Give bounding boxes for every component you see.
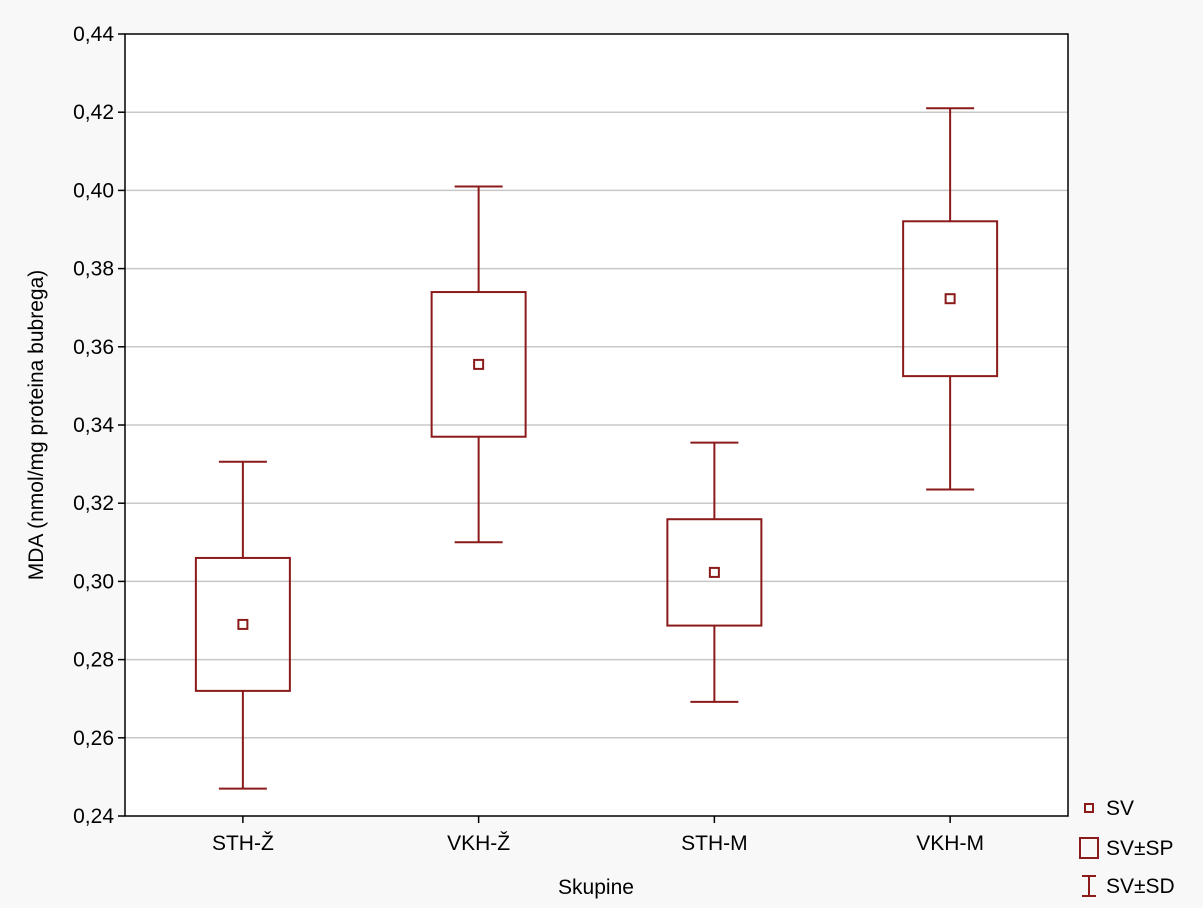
y-tick-label: 0,24 [73, 805, 114, 828]
y-tick-label: 0,38 [73, 258, 114, 281]
legend-label: SV±SP [1106, 837, 1174, 860]
mean-marker [944, 293, 956, 305]
legend-point-symbol [1084, 803, 1094, 813]
series-boxes [194, 107, 999, 790]
y-axis: 0,24 0,26 0,28 0,30 0,32 0,34 0,36 0,38 0,40 0,42… [73, 23, 125, 828]
x-tick-label: STH-M [681, 832, 748, 855]
y-tick-label: 0,40 [73, 179, 114, 202]
mean-marker [237, 618, 249, 630]
y-tick-label: 0,34 [73, 414, 114, 437]
x-axis: STH-Ž VKH-Ž STH-M VKH-M [212, 816, 984, 855]
y-tick-label: 0,36 [73, 336, 114, 359]
legend-box-symbol [1079, 837, 1099, 859]
gridlines [125, 111, 1068, 739]
x-tick-label: STH-Ž [212, 832, 274, 855]
box [902, 220, 999, 378]
x-tick-label: VKH-Ž [447, 832, 510, 855]
x-axis-title: Skupine [558, 876, 634, 899]
box [194, 556, 291, 692]
y-tick-label: 0,42 [73, 101, 114, 124]
y-tick-label: 0,28 [73, 649, 114, 672]
y-tick-label: 0,26 [73, 727, 114, 750]
box [430, 291, 527, 438]
y-tick-label: 0,32 [73, 492, 114, 515]
y-axis-title: MDA (nmol/mg proteina bubrega) [25, 270, 48, 580]
legend-label: SV [1106, 797, 1134, 820]
x-tick-label: VKH-M [916, 832, 984, 855]
mean-marker [473, 358, 485, 370]
mean-marker [708, 566, 720, 578]
y-tick-label: 0,30 [73, 570, 114, 593]
box [666, 518, 763, 627]
legend-label: SV±SD [1106, 875, 1175, 898]
y-tick-label: 0,44 [73, 23, 114, 46]
legend: SV SV±SP SV±SD [1079, 797, 1175, 898]
